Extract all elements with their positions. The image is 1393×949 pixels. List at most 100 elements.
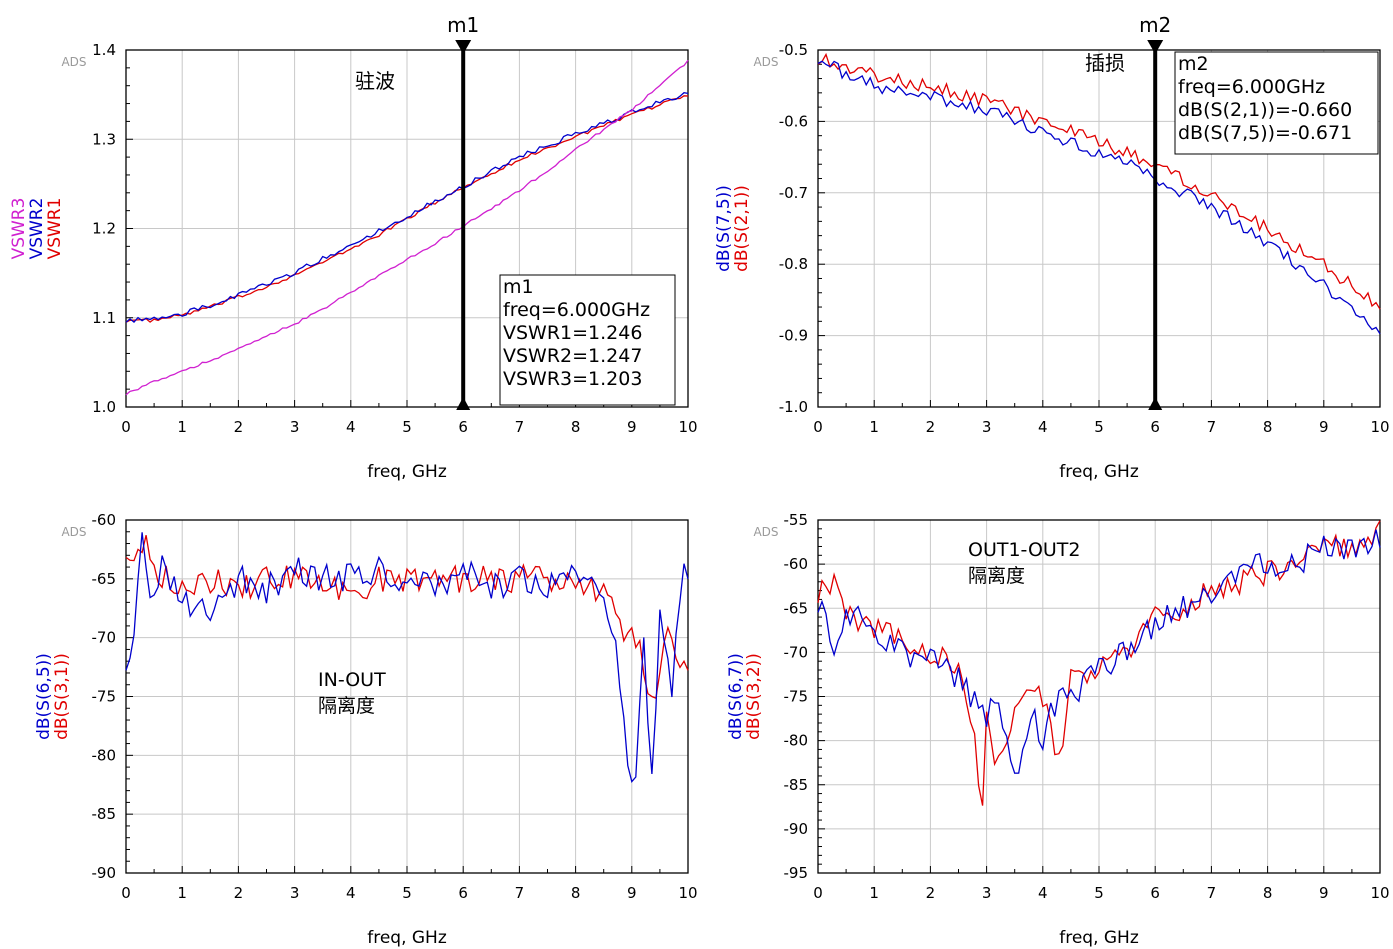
y-tick-label: -0.7	[779, 184, 808, 202]
y-axis-label: dB(S(6,7))	[726, 653, 746, 740]
x-tick-label: 1	[177, 418, 187, 436]
marker-readout-line: dB(S(7,5))=-0.671	[1178, 122, 1352, 144]
y-tick-label: -75	[92, 688, 117, 706]
y-tick-label: 1.4	[92, 41, 116, 59]
y-axis-label: VSWR2	[27, 198, 47, 260]
x-tick-label: 10	[1370, 884, 1389, 902]
y-axis-label: VSWR3	[9, 198, 29, 260]
x-tick-label: 10	[1370, 418, 1389, 436]
x-tick-label: 8	[1263, 884, 1273, 902]
series-VSWR3	[125, 59, 689, 396]
y-tick-label: -1.0	[779, 398, 808, 416]
x-tick-label: 1	[869, 884, 879, 902]
x-tick-label: 8	[1263, 418, 1273, 436]
chart-isolation-out1-out2: 0 1 2 3 4 5 6 7 8 9 10 -95 -90 -85 -80 -75 -70 -65 -60 -55 f…	[726, 511, 1390, 948]
x-tick-label: 8	[571, 418, 581, 436]
y-tick-label: -60	[92, 511, 117, 529]
y-tick-label: -75	[784, 688, 809, 706]
y-axis-label: dB(S(6,5))	[34, 653, 54, 740]
series-dB(S(3,2))	[817, 520, 1381, 806]
y-tick-label: 1.2	[92, 220, 116, 238]
chart-annotation: 隔离度	[318, 695, 375, 717]
x-tick-label: 7	[1207, 418, 1217, 436]
chart-annotation: OUT1-OUT2	[968, 539, 1081, 561]
x-tick-label: 0	[121, 418, 131, 436]
marker-name: m2	[1139, 13, 1171, 37]
marker-readout-box	[499, 274, 676, 406]
y-tick-label: 1.0	[92, 398, 116, 416]
x-tick-label: 8	[571, 884, 581, 902]
y-axis-label: dB(S(3,1))	[52, 653, 72, 740]
y-tick-label: -80	[92, 746, 117, 764]
x-axis-label: freq, GHz	[1059, 462, 1139, 482]
y-tick-label: -90	[784, 820, 809, 838]
x-axis-label: freq, GHz	[1059, 928, 1139, 948]
marker-readout-line: VSWR2=1.247	[503, 345, 642, 367]
marker-readout-line: freq=6.000GHz	[503, 299, 650, 321]
marker-top-triangle	[455, 40, 472, 54]
ads-watermark: ADS	[61, 55, 86, 69]
series-dB(S(3,1))	[125, 535, 689, 700]
x-tick-label: 2	[926, 884, 936, 902]
x-tick-label: 3	[982, 884, 992, 902]
marker-readout-box	[1174, 51, 1379, 155]
x-tick-label: 3	[982, 418, 992, 436]
ads-watermark: ADS	[61, 525, 86, 539]
x-axis-label: freq, GHz	[367, 462, 447, 482]
marker-top-triangle	[1147, 40, 1164, 54]
series-dB(S(2,1))	[817, 52, 1381, 310]
y-tick-label: -60	[784, 555, 809, 573]
chart-isolation-in-out: 0 1 2 3 4 5 6 7 8 9 10 -90 -85 -80 -75 -70 -65 -60 freq, G…	[34, 511, 698, 948]
x-tick-label: 5	[1094, 884, 1104, 902]
x-tick-label: 4	[346, 418, 356, 436]
chart-vswr: 0 1 2 3 4 5 6 7 8 9 10 1.0 1.1 1.2 1.3 1.4 freq, GHz VSWR…	[9, 13, 698, 482]
y-tick-label: -70	[784, 643, 809, 661]
x-tick-label: 5	[402, 418, 412, 436]
x-tick-label: 2	[926, 418, 936, 436]
y-tick-label: -85	[92, 805, 117, 823]
x-tick-label: 2	[234, 884, 244, 902]
ads-watermark: ADS	[753, 55, 778, 69]
grid	[818, 520, 1380, 873]
x-axis-label: freq, GHz	[367, 928, 447, 948]
x-tick-label: 5	[402, 884, 412, 902]
x-tick-label: 1	[869, 418, 879, 436]
marker-readout-line: m2	[1178, 53, 1209, 75]
x-tick-label: 10	[678, 418, 697, 436]
x-tick-label: 10	[678, 884, 697, 902]
x-tick-label: 5	[1094, 418, 1104, 436]
y-tick-label: -55	[784, 511, 809, 529]
x-tick-label: 4	[1038, 418, 1048, 436]
x-tick-label: 0	[121, 884, 131, 902]
y-axis-label: dB(S(7,5))	[714, 185, 734, 272]
y-tick-label: 1.3	[92, 130, 116, 148]
x-tick-label: 2	[234, 418, 244, 436]
y-tick-label: -0.6	[779, 112, 808, 130]
y-axis-label: dB(S(3,2))	[744, 653, 764, 740]
x-tick-label: 9	[1319, 418, 1329, 436]
ads-watermark: ADS	[753, 525, 778, 539]
y-tick-label: -65	[92, 570, 117, 588]
x-tick-label: 7	[1207, 884, 1217, 902]
x-tick-label: 6	[1150, 884, 1160, 902]
marker-readout-line: freq=6.000GHz	[1178, 76, 1325, 98]
x-tick-label: 9	[627, 884, 637, 902]
chart-annotation: 驻波	[355, 69, 395, 93]
y-tick-label: -80	[784, 732, 809, 750]
y-tick-label: -65	[784, 599, 809, 617]
x-tick-label: 1	[177, 884, 187, 902]
x-tick-label: 6	[458, 884, 468, 902]
y-tick-label: -95	[784, 864, 809, 882]
y-tick-label: -0.5	[779, 41, 808, 59]
chart-insertion-loss: 0 1 2 3 4 5 6 7 8 9 10 -1.0 -0.9 -0.8 -0.7 -0.6 -0.5 freq…	[714, 13, 1390, 482]
x-tick-label: 4	[1038, 884, 1048, 902]
marker-readout-line: m1	[503, 276, 534, 298]
x-tick-label: 4	[346, 884, 356, 902]
grid	[818, 50, 1380, 407]
x-tick-label: 6	[1150, 418, 1160, 436]
marker-readout-line: dB(S(2,1))=-0.660	[1178, 99, 1352, 121]
series-dB(S(7,5))	[817, 60, 1381, 335]
series-dB(S(6,7))	[817, 529, 1381, 774]
chart-annotation: 隔离度	[968, 565, 1025, 587]
grid	[126, 520, 688, 873]
